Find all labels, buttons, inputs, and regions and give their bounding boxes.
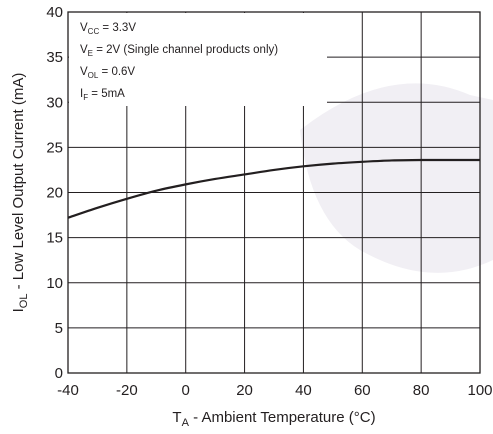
annotation-line: IF = 5mA <box>80 88 125 102</box>
plot-frame <box>67 11 481 374</box>
y-tick-label: 10 <box>46 275 63 292</box>
background-watermark-shape <box>300 83 493 273</box>
annotation-box: VCC = 3.3V VE = 2V (Single channel produc… <box>69 13 327 106</box>
y-tick-label: 5 <box>55 320 63 337</box>
y-tick-label: 20 <box>46 185 63 202</box>
y-tick-label: 40 <box>46 4 63 21</box>
y-tick-label: 25 <box>46 139 63 156</box>
x-tick-label: 80 <box>413 382 430 399</box>
y-axis-title: IOL - Low Level Output Current (mA) <box>10 73 30 313</box>
x-tick-label: 40 <box>295 382 312 399</box>
x-tick-label: -20 <box>116 382 138 399</box>
y-tick-label: 0 <box>55 365 63 382</box>
x-tick-label: 60 <box>354 382 371 399</box>
y-tick-label: 15 <box>46 230 63 247</box>
y-tick-label: 30 <box>46 94 63 111</box>
x-tick-label: 100 <box>467 382 492 399</box>
y-tick-label: 35 <box>46 49 63 66</box>
x-tick-labels: -40 -20 0 20 40 60 80 100 <box>57 382 492 399</box>
annotation-background <box>69 13 327 106</box>
y-tick-labels: 0 5 10 15 20 25 30 35 40 <box>46 4 63 382</box>
x-axis-title: TA - Ambient Temperature (°C) <box>172 409 375 429</box>
annotation-line: VOL = 0.6V <box>80 66 135 80</box>
annotation-line: VCC = 3.3V <box>80 22 136 36</box>
x-tick-label: -40 <box>57 382 79 399</box>
x-tick-label: 0 <box>182 382 190 399</box>
series-line <box>67 158 480 219</box>
x-tick-label: 20 <box>236 382 253 399</box>
annotation-line: VE = 2V (Single channel products only) <box>80 44 278 58</box>
